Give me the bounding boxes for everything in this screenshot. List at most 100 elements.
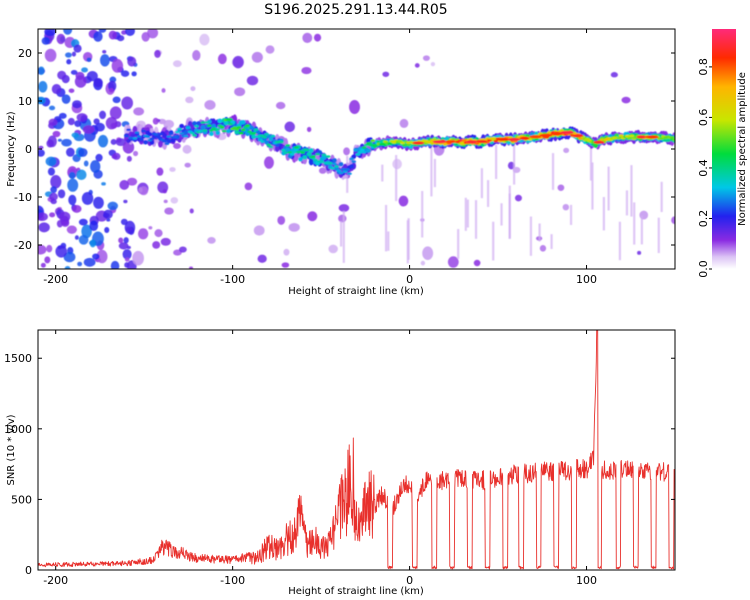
ridge-cell xyxy=(253,128,259,131)
ridge-cell xyxy=(225,128,231,134)
snr-frame xyxy=(37,329,676,571)
heatmap-cell xyxy=(199,33,210,46)
heatmap-cell xyxy=(251,51,263,63)
heatmap-cell xyxy=(190,86,196,92)
heatmap-cell xyxy=(257,254,267,263)
heatmap-cell xyxy=(57,138,62,142)
ridge-cell xyxy=(204,120,210,124)
heatmap-cell xyxy=(51,84,62,95)
heatmap-cell xyxy=(109,106,122,120)
heatmap-cell xyxy=(110,138,117,145)
heatmap-cell xyxy=(44,256,51,264)
ridge-cell xyxy=(402,143,408,147)
ridge-cell xyxy=(289,153,295,156)
ridge-cell xyxy=(234,129,240,135)
ridge-cell xyxy=(302,155,308,160)
ridge-hotspot xyxy=(477,139,488,144)
ridge-cell xyxy=(183,134,189,138)
heatmap-cell xyxy=(46,244,53,253)
heatmap-cell xyxy=(163,119,175,129)
heatmap-cell xyxy=(57,189,66,199)
ridge-hotspot xyxy=(445,140,456,144)
heatmap-cell xyxy=(38,80,48,93)
heatmap-cell xyxy=(52,130,61,138)
heatmap-cell xyxy=(277,215,286,225)
heatmap-cell xyxy=(48,118,58,126)
heatmap-cell xyxy=(473,259,481,267)
heatmap-cell xyxy=(244,182,253,191)
ridge-cell xyxy=(319,160,325,164)
ridge-cell xyxy=(175,130,180,134)
heatmap-cell xyxy=(58,112,67,119)
ridge-cell xyxy=(461,138,467,142)
heatmap-cell xyxy=(148,226,153,230)
heatmap-cell xyxy=(49,192,58,201)
snr-y-tick-label: 500 xyxy=(11,493,32,506)
heatmap-cell xyxy=(414,63,420,68)
heatmap-cell xyxy=(65,52,72,58)
heatmap-cell xyxy=(108,30,117,40)
heatmap-cell xyxy=(70,70,78,75)
heatmap-cell xyxy=(671,216,675,225)
heatmap-cell xyxy=(162,189,167,194)
colorbar-tick-label: 0.2 xyxy=(697,210,710,228)
spectrogram-y-tick-label: 0 xyxy=(25,143,32,156)
heatmap-cell xyxy=(172,60,182,68)
heatmap-cell xyxy=(637,250,642,255)
ridge-cell xyxy=(153,132,159,136)
heatmap-cell xyxy=(398,195,409,207)
heatmap-cell xyxy=(71,51,77,57)
ridge-cell xyxy=(283,151,289,155)
heatmap-cell xyxy=(86,57,92,63)
heatmap-cell xyxy=(232,55,244,69)
heatmap-cell xyxy=(111,154,118,159)
ridge-cell xyxy=(236,125,242,129)
ridge-cell xyxy=(168,132,174,136)
heatmap-cell xyxy=(420,260,426,266)
ridge-cell xyxy=(349,157,354,161)
ridge-cell xyxy=(177,127,182,131)
spectrogram-x-tick-label: -100 xyxy=(220,273,245,286)
ridge-cell xyxy=(270,134,276,138)
ridge-cell xyxy=(145,135,151,139)
heatmap-cell xyxy=(133,107,145,116)
heatmap-cell xyxy=(58,211,71,222)
heatmap-cell xyxy=(101,182,106,186)
heatmap-cell xyxy=(137,228,149,240)
ridge-cell xyxy=(671,138,675,142)
colorbar-tick-label: 0.4 xyxy=(697,159,710,177)
heatmap-cell xyxy=(313,33,322,42)
heatmap-cell xyxy=(178,246,187,253)
snr-x-axis: -200 -100 0 100 xyxy=(43,330,597,587)
heatmap-cell xyxy=(189,208,194,214)
heatmap-cell xyxy=(182,144,192,154)
ridge-cell xyxy=(215,128,221,131)
ridge-cell xyxy=(368,143,374,147)
heatmap-cell xyxy=(93,118,100,125)
ridge-cell xyxy=(194,124,199,128)
ridge-cell xyxy=(332,162,337,166)
ridge-cell xyxy=(332,158,337,163)
heatmap-cell xyxy=(38,244,47,255)
colorbar-tick-label: 0.8 xyxy=(697,58,710,76)
ridge-cell xyxy=(321,155,327,160)
heatmap-cell xyxy=(163,199,168,204)
ridge-cell xyxy=(192,134,197,137)
heatmap-cell xyxy=(81,191,94,205)
heatmap-cell xyxy=(74,75,87,88)
heatmap-cell xyxy=(108,88,114,93)
heatmap-cell xyxy=(122,249,132,260)
ridge-cell xyxy=(387,142,393,146)
heatmap-cell xyxy=(83,160,89,167)
heatmap-cell xyxy=(281,262,290,268)
spectrogram-heatmap xyxy=(38,29,675,269)
heatmap-cell xyxy=(107,201,118,211)
snr-x-label: Height of straight line (km) xyxy=(288,586,424,597)
ridge-cell xyxy=(206,124,212,127)
spectrogram-y-axis: -20 -10 0 10 20 xyxy=(14,47,675,252)
ridge-cell xyxy=(366,148,371,153)
ridge-cell xyxy=(132,136,138,140)
ridge-cell xyxy=(215,130,221,136)
ridge-cell xyxy=(353,148,359,152)
ridge-hotspot xyxy=(593,140,605,144)
